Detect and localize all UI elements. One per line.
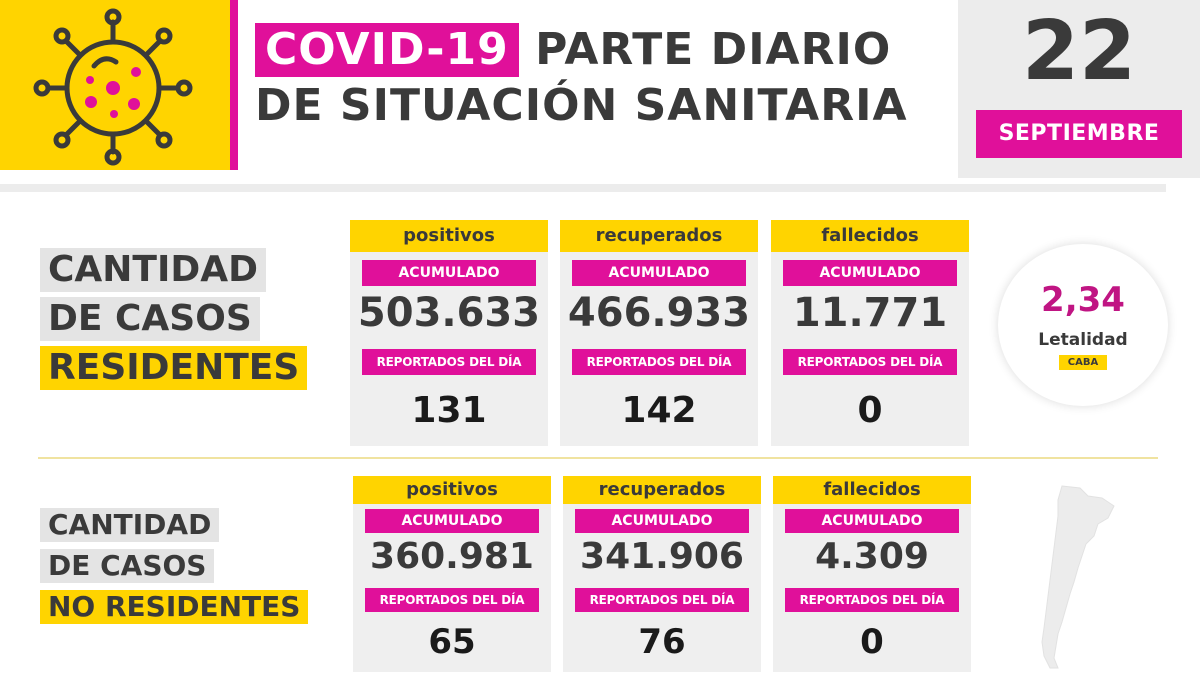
covid-tag: COVID-19 [255, 23, 519, 77]
letalidad-label: Letalidad [1038, 330, 1128, 350]
card-no-residentes-positivos: positivos ACUMULADO 360.981 REPORTADOS D… [353, 476, 551, 672]
label-residentes: RESIDENTES [40, 346, 308, 390]
card-title: fallecidos [773, 476, 971, 504]
letalidad-value: 2,34 [1041, 280, 1125, 320]
acumulado-tag: ACUMULADO [365, 509, 539, 533]
acumulado-tag: ACUMULADO [783, 260, 957, 286]
card-title: positivos [353, 476, 551, 504]
card-title: recuperados [563, 476, 761, 504]
reportados-tag: REPORTADOS DEL DÍA [572, 349, 746, 375]
reportados-value: 65 [428, 622, 476, 662]
reportados-value: 0 [860, 622, 884, 662]
header-divider [0, 184, 1166, 192]
reportados-tag: REPORTADOS DEL DÍA [365, 588, 539, 612]
acumulado-tag: ACUMULADO [362, 260, 536, 286]
card-no-residentes-fallecidos: fallecidos ACUMULADO 4.309 REPORTADOS DE… [773, 476, 971, 672]
logo-panel [0, 0, 238, 170]
letalidad-badge: 2,34 Letalidad CABA [998, 244, 1168, 406]
reportados-tag: REPORTADOS DEL DÍA [362, 349, 536, 375]
acumulado-tag: ACUMULADO [572, 260, 746, 286]
card-title: positivos [350, 220, 548, 252]
title-line-1: COVID-19 PARTE DIARIO [255, 22, 908, 78]
accent-bar [230, 0, 238, 170]
card-residentes-recuperados: recuperados ACUMULADO 466.933 REPORTADOS… [560, 220, 758, 446]
title-line-2: DE SITUACIÓN SANITARIA [255, 80, 908, 131]
date-day: 22 [1021, 4, 1137, 99]
label-de-casos: DE CASOS [40, 297, 260, 341]
acumulado-tag: ACUMULADO [575, 509, 749, 533]
card-residentes-fallecidos: fallecidos ACUMULADO 11.771 REPORTADOS D… [771, 220, 969, 446]
section-label-no-residentes: CANTIDAD DE CASOS NO RESIDENTES [40, 508, 309, 631]
reportados-tag: REPORTADOS DEL DÍA [785, 588, 959, 612]
section-divider [38, 457, 1158, 459]
reportados-tag: REPORTADOS DEL DÍA [783, 349, 957, 375]
date-month: SEPTIEMBRE [976, 110, 1182, 158]
page-title: COVID-19 PARTE DIARIO DE SITUACIÓN SANIT… [255, 22, 908, 134]
reportados-tag: REPORTADOS DEL DÍA [575, 588, 749, 612]
card-title: fallecidos [771, 220, 969, 252]
argentina-map-icon [1041, 485, 1115, 669]
reportados-value: 142 [621, 390, 697, 431]
virus-icon [33, 8, 193, 166]
acumulado-value: 4.309 [815, 536, 929, 577]
letalidad-tag: CABA [1059, 355, 1107, 370]
acumulado-value: 360.981 [370, 536, 534, 577]
acumulado-value: 341.906 [580, 536, 744, 577]
acumulado-value: 11.771 [792, 290, 948, 336]
reportados-value: 76 [638, 622, 686, 662]
acumulado-value: 503.633 [357, 290, 541, 336]
label-de-casos: DE CASOS [40, 549, 215, 583]
card-residentes-positivos: positivos ACUMULADO 503.633 REPORTADOS D… [350, 220, 548, 446]
label-cantidad: CANTIDAD [40, 508, 220, 542]
title-text-1: PARTE DIARIO [535, 24, 892, 75]
section-label-residentes: CANTIDAD DE CASOS RESIDENTES [40, 248, 308, 395]
label-cantidad: CANTIDAD [40, 248, 266, 292]
reportados-value: 0 [857, 390, 883, 431]
acumulado-tag: ACUMULADO [785, 509, 959, 533]
reportados-value: 131 [411, 390, 487, 431]
card-title: recuperados [560, 220, 758, 252]
acumulado-value: 466.933 [567, 290, 751, 336]
label-no-residentes: NO RESIDENTES [40, 590, 309, 624]
card-no-residentes-recuperados: recuperados ACUMULADO 341.906 REPORTADOS… [563, 476, 761, 672]
